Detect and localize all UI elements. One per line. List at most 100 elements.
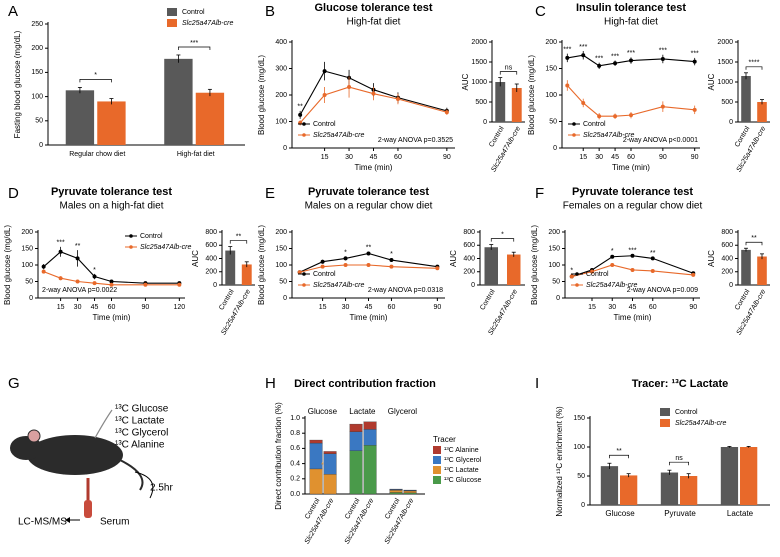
x-tick-label: 90 <box>443 154 451 161</box>
data-point <box>389 258 394 263</box>
bar-segment <box>403 492 417 495</box>
data-point <box>320 264 325 269</box>
y-tick-label: 800 <box>463 229 475 236</box>
y-tick-label: 200 <box>21 229 33 236</box>
y-tick-label: 1000 <box>717 79 733 86</box>
y-tick-label: 1500 <box>717 59 733 66</box>
legend-title: Tracer <box>433 435 456 444</box>
data-point <box>41 264 46 269</box>
significance-bracket <box>669 461 689 466</box>
y-tick-label: 0 <box>213 282 217 289</box>
legend-label: Slc25a47Alb-cre <box>182 20 233 27</box>
legend-swatch <box>167 8 177 16</box>
significance: * <box>570 268 573 275</box>
significance: * <box>390 251 393 258</box>
data-point <box>75 279 80 284</box>
chart-subtitle: High-fat diet <box>347 17 401 28</box>
bar-segment <box>309 439 323 444</box>
panel-letter: F <box>535 185 544 202</box>
legend-label: ¹³C Glucose <box>444 477 481 484</box>
significance: *** <box>563 47 571 54</box>
data-point <box>343 256 348 261</box>
legend-swatch <box>433 456 441 464</box>
data-point <box>597 63 602 68</box>
y-tick-label: 50 <box>35 118 43 125</box>
y-tick-label: 100 <box>548 262 560 269</box>
y-tick-label: 150 <box>21 245 33 252</box>
legend-label: ¹³C Glycerol <box>444 457 482 464</box>
data-point <box>92 281 97 286</box>
x-tick-label: 30 <box>608 304 616 311</box>
x-tick-label: 90 <box>659 154 667 161</box>
legend-swatch <box>660 408 670 416</box>
chart-subtitle: Females on a regular chow diet <box>563 201 703 212</box>
x-tick-label: High-fat diet <box>177 151 215 158</box>
data-point <box>613 114 618 119</box>
y-tick-label: 50 <box>25 278 33 285</box>
y-tick-label: 0 <box>729 282 733 289</box>
significance-bracket <box>499 71 518 75</box>
y-axis-label: Blood glucose (mg/dL) <box>257 55 266 135</box>
series-line <box>566 85 695 117</box>
x-tick-label: 15 <box>321 154 329 161</box>
significance-bracket <box>229 240 248 244</box>
mouse-tail <box>119 459 144 491</box>
bar <box>620 475 638 505</box>
significance: *** <box>579 44 587 51</box>
legend-label: Slc25a47Alb-cre <box>313 132 364 139</box>
mouse-body <box>27 435 123 475</box>
y-tick-label: 150 <box>573 415 585 422</box>
bar <box>241 264 252 285</box>
data-point <box>177 282 182 287</box>
bar <box>741 76 751 122</box>
significance: * <box>321 462 324 469</box>
data-point <box>297 270 302 275</box>
x-tick-label: 90 <box>691 154 699 161</box>
x-axis-label: Time (min) <box>93 313 131 322</box>
legend-swatch <box>302 272 306 276</box>
y-tick-label: 500 <box>475 99 487 106</box>
y-tick-label: 800 <box>205 229 217 236</box>
data-point <box>389 264 394 269</box>
y-tick-label: 600 <box>205 242 217 249</box>
annotation: 2-way ANOVA p=0.009 <box>627 287 698 294</box>
significance: ** <box>650 250 656 257</box>
y-tick-label: 0.0 <box>290 491 300 498</box>
significance: *** <box>659 48 667 55</box>
y-tick-label: 0 <box>553 145 557 152</box>
arrowhead <box>65 517 70 523</box>
x-tick-label: 45 <box>629 304 637 311</box>
data-point <box>395 96 400 101</box>
chart-title: Tracer: ¹³C Lactate <box>632 378 729 390</box>
x-tick-label: Control <box>488 125 506 148</box>
y-tick-label: 150 <box>548 245 560 252</box>
significance: *** <box>595 56 603 63</box>
legend-swatch <box>433 446 441 454</box>
y-tick-label: 2000 <box>717 39 733 46</box>
bar <box>65 90 95 145</box>
data-point <box>109 279 114 284</box>
x-tick-label: 120 <box>174 304 186 311</box>
data-point <box>41 269 46 274</box>
significance: ** <box>616 448 622 455</box>
legend-swatch <box>129 234 133 238</box>
significance-bracket <box>745 66 763 70</box>
series-line <box>571 264 694 278</box>
y-tick-label: 100 <box>31 93 43 100</box>
x-tick-label: 30 <box>595 154 603 161</box>
data-point <box>371 91 376 96</box>
annotation: 2-way ANOVA p=0.3525 <box>378 137 453 144</box>
bar-segment <box>349 431 363 451</box>
y-tick-label: 400 <box>721 255 733 262</box>
data-point <box>692 107 697 112</box>
chart-subtitle: Males on a high-fat diet <box>60 201 164 212</box>
x-axis-label: Time (min) <box>350 313 388 322</box>
tracer-label: ¹³C Lactate <box>115 416 165 427</box>
tracer-label: ¹³C Glycerol <box>115 428 168 439</box>
x-tick-label: Slc25a47Alb-cre <box>304 497 336 545</box>
bar <box>720 447 739 505</box>
y-tick-label: 600 <box>463 242 475 249</box>
y-axis-label: Direct contribution fraction (%) <box>274 402 283 510</box>
significance: *** <box>627 50 635 57</box>
